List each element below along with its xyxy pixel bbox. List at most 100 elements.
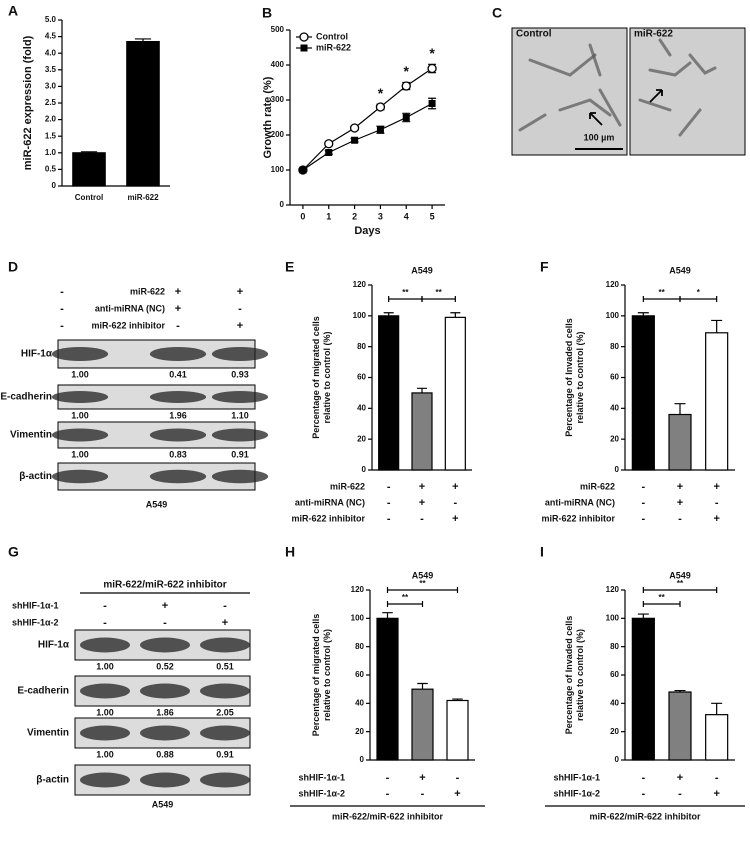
- bar: [668, 413, 692, 471]
- cell: [648, 61, 692, 77]
- condition-sign: -: [387, 481, 391, 493]
- point: [427, 63, 437, 74]
- error-bar: [674, 689, 686, 692]
- blot-band: [80, 772, 130, 788]
- quantification: 0.41: [169, 369, 187, 379]
- quantification: 1.00: [96, 749, 114, 759]
- y-tick-label: 2.0: [45, 115, 57, 124]
- series-line: [302, 102, 433, 171]
- panel-letter: H: [285, 544, 295, 560]
- panel-letter: G: [8, 544, 19, 560]
- y-tick-label: 0: [362, 465, 367, 474]
- blot-band: [149, 469, 207, 484]
- panel-letter: C: [492, 5, 502, 21]
- error-bar: [637, 312, 649, 316]
- significance-label: *: [697, 288, 701, 297]
- point: [351, 136, 359, 144]
- bar: [411, 392, 433, 471]
- quantification: 0.83: [169, 449, 187, 459]
- significance-label: **: [419, 579, 426, 588]
- arrow: [589, 112, 603, 126]
- quantification: 0.52: [156, 661, 174, 671]
- y-tick-label: 3.5: [45, 65, 57, 74]
- y-tick-label: 100: [606, 311, 620, 320]
- y-tick-label: 300: [271, 95, 285, 104]
- blot-band: [200, 637, 250, 653]
- condition-sign: +: [452, 481, 458, 493]
- significance-bracket: [642, 587, 718, 593]
- micrograph-image: [629, 27, 746, 156]
- quantification: 0.93: [231, 369, 249, 379]
- significance-bracket: [679, 296, 718, 302]
- condition-sign: +: [175, 286, 181, 298]
- condition-sign: -: [641, 788, 645, 800]
- x-tick-label: 0: [300, 211, 305, 221]
- blot-row-name: β-actin: [36, 775, 69, 786]
- micrograph-title: miR-622: [634, 29, 673, 40]
- condition-sign: +: [237, 286, 243, 298]
- cell: [658, 38, 672, 57]
- condition-sign: -: [641, 481, 645, 493]
- condition-sign: -: [223, 600, 227, 612]
- blot-band: [211, 469, 269, 484]
- cell: [528, 53, 597, 77]
- condition-sign: -: [103, 617, 107, 629]
- blot-band: [140, 772, 190, 788]
- condition-sign: -: [420, 513, 424, 525]
- x-tick-label: 4: [404, 211, 409, 221]
- cell: [638, 98, 672, 112]
- condition-sign: +: [677, 497, 683, 509]
- point: [324, 139, 334, 149]
- y-axis-label: Percentage of migrated cells: [311, 316, 321, 439]
- condition-sign: -: [60, 286, 64, 298]
- significance-bracket: [386, 587, 459, 593]
- significance-bracket: [421, 296, 456, 302]
- error-bar: [637, 613, 649, 619]
- blot-band: [51, 469, 109, 484]
- error-bar: [674, 403, 686, 415]
- significance-label: **: [436, 288, 443, 297]
- condition-name: anti-miRNA (NC): [545, 497, 615, 507]
- cell: [598, 88, 622, 127]
- blot-band: [211, 428, 269, 442]
- error-bar: [450, 312, 461, 318]
- blot-band: [211, 391, 269, 403]
- condition-sign: -: [715, 772, 719, 784]
- micrograph-image: [511, 27, 628, 156]
- y-tick-label: 100: [353, 311, 367, 320]
- group-label: miR-622/miR-622 inhibitor: [332, 811, 444, 821]
- y-tick-label: 100: [606, 613, 620, 622]
- quantification: 1.00: [96, 707, 114, 717]
- bar: [376, 617, 399, 761]
- condition-name: shHIF-1α-1: [298, 772, 345, 782]
- error-bar: [417, 682, 428, 690]
- error-bar: [134, 38, 152, 42]
- condition-sign: +: [454, 788, 460, 800]
- bar: [378, 315, 400, 471]
- y-tick-label: 400: [271, 60, 285, 69]
- blot-caption: A549: [152, 799, 174, 809]
- blot-band: [51, 347, 109, 361]
- error-bar: [417, 387, 427, 393]
- condition-sign: +: [677, 772, 683, 784]
- point: [376, 126, 384, 134]
- y-tick-label: 20: [355, 727, 364, 736]
- y-tick-label: 20: [357, 434, 366, 443]
- condition-name: shHIF-1α-1: [12, 600, 59, 610]
- y-tick-label: 60: [357, 373, 366, 382]
- error-bar: [452, 698, 463, 701]
- y-axis-label: relative to control (%): [322, 629, 332, 721]
- blot-band: [200, 725, 250, 741]
- annotation: *: [378, 85, 384, 101]
- y-tick-label: 200: [271, 130, 285, 139]
- bar: [411, 688, 434, 761]
- legend-label: Control: [316, 31, 348, 41]
- y-axis-label: Growth rate (%): [262, 76, 274, 158]
- y-tick-label: 5.0: [45, 15, 57, 24]
- y-axis-label: Percentage of migrated cells: [311, 614, 321, 737]
- blot-band: [140, 725, 190, 741]
- point: [402, 114, 410, 121]
- y-tick-label: 4.5: [45, 32, 57, 41]
- panel-letter: B: [262, 5, 272, 21]
